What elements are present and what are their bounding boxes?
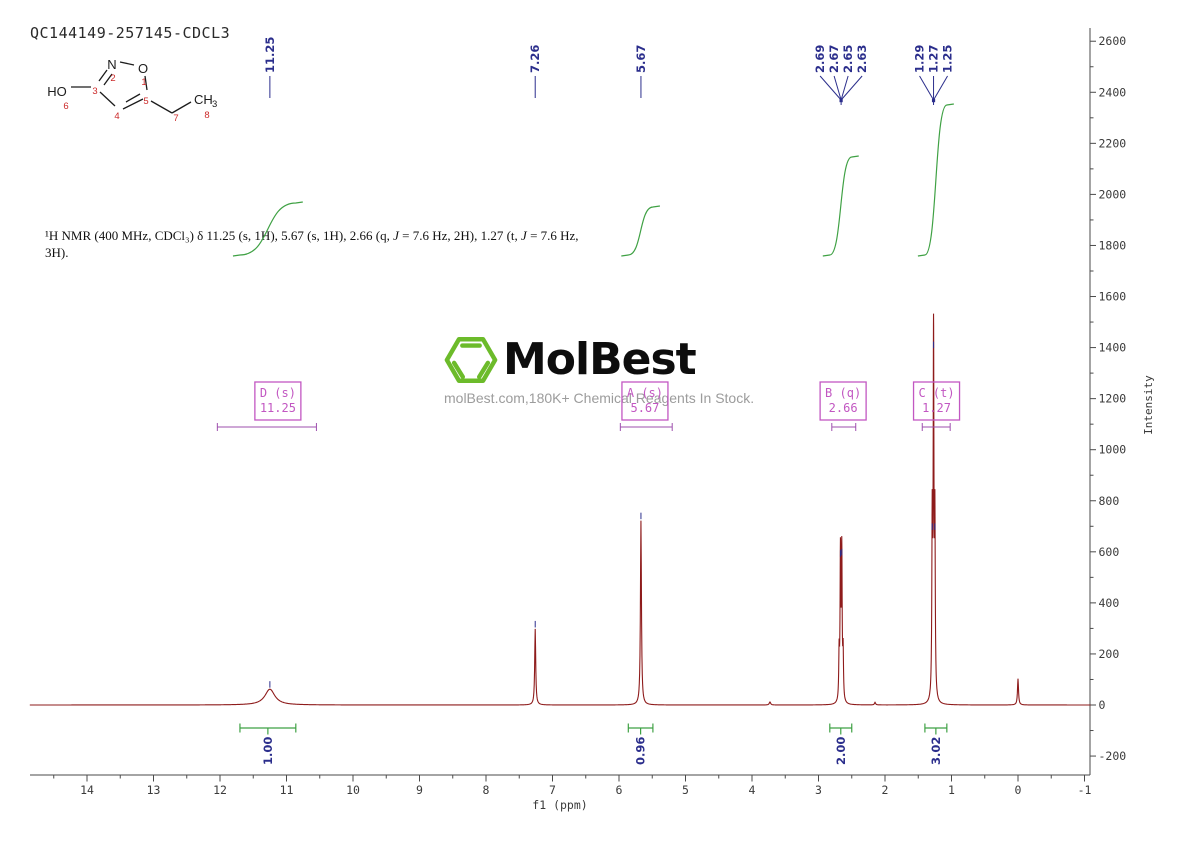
- integral-value: 3.02: [929, 737, 943, 765]
- nmr-assignment-text: ¹H NMR (400 MHz, CDCl₃) δ 11.25 (s, 1H),…: [45, 228, 579, 260]
- x-tick-label: 12: [213, 783, 227, 797]
- assignment-box: [912, 381, 961, 421]
- benzene-hexagon-icon: [444, 337, 498, 383]
- y-tick-label: 1000: [1099, 443, 1127, 457]
- molbest-watermark: MolBest molBest.com,180K+ Chemical Reage…: [444, 333, 754, 406]
- peak-shift-label: 1.29: [913, 45, 927, 73]
- peak-shift-label: 2.67: [827, 45, 841, 73]
- integral-brackets: [239, 723, 948, 735]
- peak-shift-label: 2.65: [841, 45, 855, 73]
- x-tick-label: 9: [416, 783, 423, 797]
- bond-lines: [71, 61, 192, 114]
- watermark-tagline: molBest.com,180K+ Chemical Reagents In S…: [444, 390, 755, 406]
- integral-curve: [822, 155, 859, 257]
- atom-O: O: [138, 61, 148, 76]
- assignment-shift: 5.67: [630, 401, 659, 415]
- y-tick-label: 0: [1099, 698, 1106, 712]
- integral-curve: [232, 201, 303, 257]
- assignment-shift: 11.25: [260, 401, 296, 415]
- x-tick-label: 8: [483, 783, 490, 797]
- peak-shift-label: 2.69: [813, 45, 827, 73]
- atom-number-4: 4: [114, 111, 119, 122]
- peak-shift-label: 7.26: [528, 45, 542, 73]
- assignment-label: B (q): [825, 386, 861, 400]
- x-tick-label: 6: [616, 783, 623, 797]
- assignment-ranges: [216, 423, 951, 431]
- x-tick-label: 5: [682, 783, 689, 797]
- assignment-boxes: D (s)11.25 A (s)5.67 B (q)2.66 C (t)1.27: [254, 381, 961, 421]
- y-tick-label: -200: [1099, 749, 1127, 763]
- x-tick-label: 2: [882, 783, 889, 797]
- brand-name: MolBest: [503, 334, 697, 385]
- spectrum-trace: [29, 313, 1091, 706]
- assignment-label: A (s): [627, 386, 663, 400]
- assignment-box: [254, 381, 302, 421]
- y-tick-label: 2400: [1099, 85, 1127, 99]
- y-tick-label: 400: [1099, 596, 1120, 610]
- peak-shift-label: 1.27: [927, 45, 941, 73]
- y-tick-label: 2200: [1099, 136, 1127, 150]
- y-tick-label: 1200: [1099, 392, 1127, 406]
- peak-top-marks: [269, 341, 936, 688]
- x-axis-title: f1 (ppm): [532, 798, 587, 812]
- x-tick-label: -1: [1078, 783, 1092, 797]
- y-tick-label: 800: [1099, 494, 1120, 508]
- y-tick-label: 600: [1099, 545, 1120, 559]
- x-tick-label: 4: [749, 783, 756, 797]
- assignment-box: [819, 381, 867, 421]
- x-tick-label: 1: [948, 783, 955, 797]
- peak-shift-label: 11.25: [263, 37, 277, 73]
- y-axis: -200 0 200 400 600 800 1000 1200 1400 1600 1800 200…: [1089, 28, 1155, 775]
- x-tick-label: 14: [80, 783, 94, 797]
- x-tick-label: 11: [280, 783, 294, 797]
- atom-number-3: 3: [92, 86, 97, 97]
- peak-shift-label: 5.67: [634, 45, 648, 73]
- peak-labels: 11.25 7.26 5.67 2.69 2.67 2.65 2.63 1.29 1.27 1.2…: [263, 37, 955, 105]
- integral-curve: [917, 103, 954, 257]
- sample-title: QC144149-257145-CDCL3: [30, 24, 231, 42]
- peak-shift-label: 1.25: [941, 45, 955, 73]
- assignment-label: C (t): [918, 386, 954, 400]
- peak-shift-label: 2.63: [855, 45, 869, 73]
- atom-number-1: 1: [141, 77, 146, 88]
- integral-value: 2.00: [834, 737, 848, 765]
- y-axis-title: Intensity: [1142, 375, 1155, 435]
- atom-HO: HO: [47, 84, 67, 99]
- x-tick-label: 3: [815, 783, 822, 797]
- spectrum-line: [29, 313, 1091, 706]
- y-tick-label: 1800: [1099, 238, 1127, 252]
- atom-number-7: 7: [173, 113, 178, 124]
- integral-curve: [621, 205, 660, 257]
- integral-value: 1.00: [261, 737, 275, 765]
- atom-number-8: 8: [204, 110, 209, 121]
- y-tick-label: 1400: [1099, 341, 1127, 355]
- integral-curves: [232, 103, 954, 257]
- assignment-shift: 1.27: [922, 401, 951, 415]
- integral-values: 1.00 0.96 2.00 3.02: [261, 737, 943, 765]
- assignment-box: [621, 381, 669, 421]
- atom-number-6: 6: [63, 101, 68, 112]
- atom-number-5: 5: [143, 96, 148, 107]
- atom-CH3-sub: 3: [212, 99, 217, 110]
- x-tick-label: 10: [346, 783, 360, 797]
- atom-number-2: 2: [110, 73, 115, 84]
- integral-value: 0.96: [634, 737, 648, 765]
- x-tick-label: 0: [1015, 783, 1022, 797]
- x-tick-label: 7: [549, 783, 556, 797]
- assignment-label: D (s): [260, 386, 296, 400]
- y-tick-label: 2000: [1099, 187, 1127, 201]
- atom-N: N: [107, 57, 116, 72]
- y-tick-label: 1600: [1099, 290, 1127, 304]
- y-tick-label: 2600: [1099, 34, 1127, 48]
- y-tick-label: 200: [1099, 647, 1120, 661]
- assignment-shift: 2.66: [829, 401, 858, 415]
- molecule-structure: N O HO CH 3 1 2 3 4 5 6 7 8: [47, 57, 217, 124]
- x-tick-label: 13: [147, 783, 161, 797]
- x-axis: 14 13 12 11 10 9 8 7 6 5 4 3 2 1 0 -1f1 (ppm): [30, 774, 1092, 812]
- atom-CH: CH: [194, 92, 213, 107]
